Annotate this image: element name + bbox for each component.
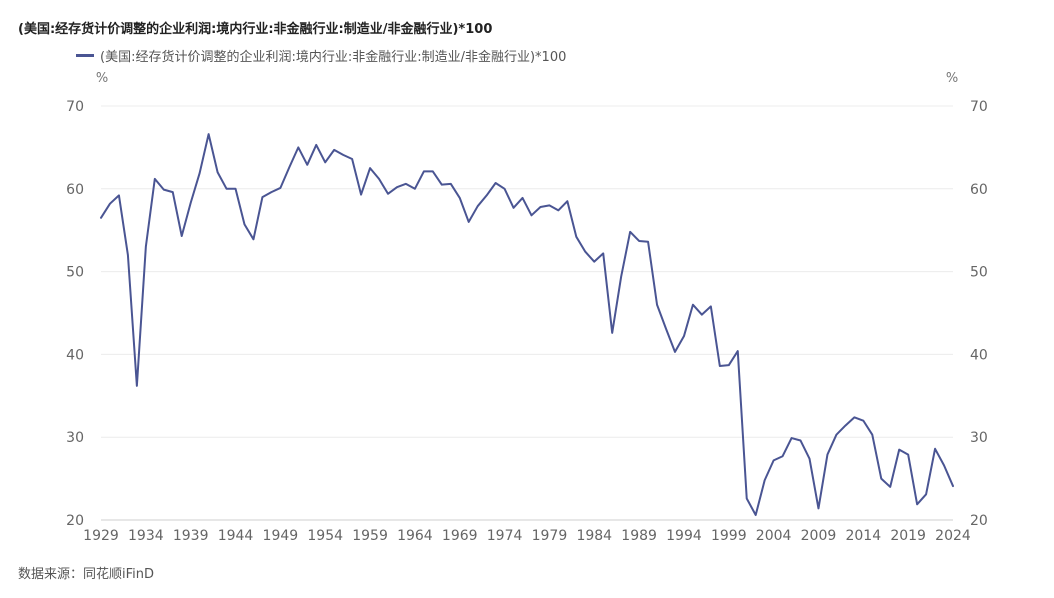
x-tick-label: 1944 (218, 528, 254, 544)
legend[interactable]: (美国:经存货计价调整的企业利润:境内行业:非金融行业:制造业/非金融行业)*1… (76, 46, 566, 65)
y-tick-label-left: 60 (66, 182, 84, 198)
y-tick-label-left: 70 (66, 99, 84, 115)
y-axis-left-unit: % (96, 71, 108, 86)
y-tick-label-left: 30 (66, 430, 84, 446)
y-tick-label-left: 50 (66, 265, 84, 281)
x-tick-label: 2024 (935, 528, 971, 544)
y-tick-label-right: 70 (970, 99, 988, 115)
y-tick-label-left: 40 (66, 347, 84, 363)
x-tick-label: 1959 (352, 528, 388, 544)
x-tick-label: 1979 (532, 528, 568, 544)
y-tick-label-right: 30 (970, 430, 988, 446)
x-tick-label: 1954 (307, 528, 343, 544)
x-tick-label: 1989 (621, 528, 657, 544)
chart-title: (美国:经存货计价调整的企业利润:境内行业:非金融行业:制造业/非金融行业)*1… (18, 22, 493, 37)
x-tick-label: 1974 (487, 528, 523, 544)
y-tick-label-right: 50 (970, 265, 988, 281)
source-note: 数据来源：同花顺iFinD (18, 567, 155, 582)
x-tick-label: 1934 (128, 528, 164, 544)
y-axis-right: 20 30 40 50 60 70 (970, 99, 988, 529)
y-tick-label-left: 20 (66, 513, 84, 529)
x-tick-label: 1939 (173, 528, 209, 544)
y-axis-right-unit: % (946, 71, 958, 86)
x-tick-label: 1999 (711, 528, 747, 544)
x-tick-label: 1964 (397, 528, 433, 544)
y-tick-label-right: 20 (970, 513, 988, 529)
gridlines (101, 105, 953, 438)
y-tick-label-right: 60 (970, 182, 988, 198)
x-tick-label: 2004 (756, 528, 792, 544)
x-tick-label: 1994 (666, 528, 702, 544)
series-group (100, 133, 954, 517)
y-axis-left: 20 30 40 50 60 70 (66, 99, 84, 529)
x-tick-label: 2014 (845, 528, 881, 544)
x-tick-label: 1984 (576, 528, 612, 544)
x-tick-label: 1949 (263, 528, 299, 544)
x-axis: 1929 1934 1939 1944 1949 1954 1959 1964 1969 1974… (83, 519, 971, 544)
x-tick-label: 2019 (890, 528, 926, 544)
x-tick-label: 2009 (801, 528, 837, 544)
legend-label: (美国:经存货计价调整的企业利润:境内行业:非金融行业:制造业/非金融行业)*1… (100, 50, 567, 65)
x-tick-label: 1969 (442, 528, 478, 544)
y-tick-label-right: 40 (970, 347, 988, 363)
series-line[interactable] (100, 133, 954, 517)
legend-swatch (76, 54, 94, 57)
x-tick-label: 1929 (83, 528, 119, 544)
